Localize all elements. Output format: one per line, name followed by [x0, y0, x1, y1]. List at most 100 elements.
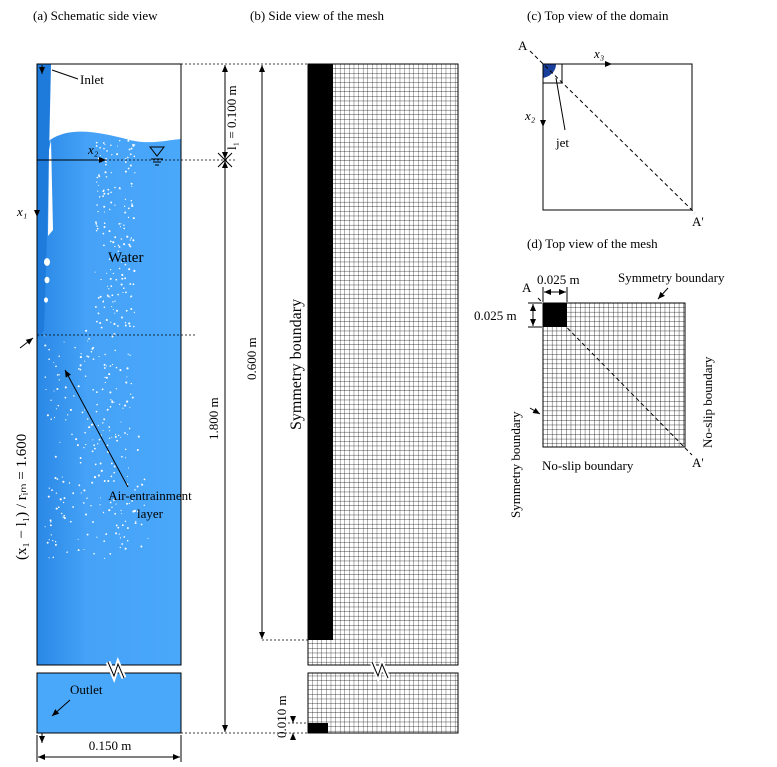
bubble — [50, 519, 52, 521]
bubble — [123, 287, 125, 289]
bubble — [78, 385, 80, 387]
bubble — [58, 374, 60, 376]
axis-label: x₂ — [524, 108, 536, 123]
bubble — [110, 202, 112, 204]
bubble — [106, 377, 108, 379]
bubble — [119, 268, 121, 270]
bubble — [44, 344, 46, 346]
bubble — [80, 369, 82, 371]
bubble — [98, 312, 99, 313]
bubble — [103, 189, 104, 190]
bubble — [107, 193, 109, 195]
bubble — [119, 246, 120, 247]
bubble — [119, 404, 120, 405]
bubble — [115, 434, 116, 435]
dimension: 0.025 m — [537, 272, 580, 287]
bubble — [103, 142, 105, 144]
bubble — [96, 411, 98, 413]
bubble — [97, 228, 99, 230]
shape — [308, 64, 333, 640]
bubble — [78, 484, 80, 486]
bubble — [53, 557, 55, 559]
boundary-label: No-slip boundary — [542, 458, 634, 473]
bubble — [117, 146, 118, 147]
label: layer — [137, 506, 164, 521]
bubble — [83, 502, 85, 504]
bubble — [99, 196, 100, 197]
bubble — [105, 382, 106, 383]
bubble — [130, 165, 132, 167]
bubble — [83, 447, 84, 448]
bubble — [44, 297, 48, 302]
bubble — [59, 442, 60, 443]
bubble — [85, 444, 86, 445]
bubble — [65, 419, 66, 420]
shape — [308, 723, 328, 733]
bubble — [58, 506, 60, 508]
bubble — [107, 444, 109, 446]
bubble — [100, 497, 101, 498]
bubble — [104, 377, 105, 378]
bubble — [95, 272, 96, 273]
label: (x₁ − l₁) / rᵢₘ = 1.600 — [14, 434, 30, 560]
figure: (a) Schematic side view (b) Side view of… — [0, 0, 777, 767]
axis-label: x₁ — [16, 204, 27, 219]
bubble — [119, 369, 121, 371]
bubble — [115, 279, 117, 281]
bubble — [114, 402, 115, 403]
bubble — [107, 451, 108, 452]
bubble — [131, 148, 133, 150]
bubble — [130, 153, 132, 155]
bubble — [104, 211, 105, 212]
bubble — [101, 327, 103, 329]
bubble — [84, 409, 85, 410]
bubble — [66, 552, 67, 553]
bubble — [82, 412, 84, 414]
bubble — [85, 514, 87, 516]
bubble — [92, 439, 93, 440]
bubble — [119, 187, 121, 189]
bubble — [45, 389, 46, 390]
bubble — [86, 497, 87, 498]
bubble — [80, 353, 81, 354]
bubble — [107, 294, 108, 295]
bubble — [78, 368, 80, 370]
bubble — [100, 296, 102, 298]
bubble — [116, 153, 118, 155]
bubble — [121, 274, 123, 276]
bubble — [107, 189, 109, 191]
dimension: 0.025 m — [474, 308, 517, 323]
bubble — [56, 508, 57, 509]
shape — [556, 78, 565, 130]
bubble — [129, 283, 131, 285]
bubble — [68, 373, 69, 374]
bubble — [121, 513, 122, 514]
bubble — [92, 347, 94, 349]
bubble — [99, 439, 101, 441]
bubble — [104, 222, 106, 224]
bubble — [45, 277, 50, 284]
bubble — [103, 193, 105, 195]
bubble — [125, 381, 127, 383]
bubble — [133, 326, 135, 328]
bubble — [48, 358, 50, 360]
bubble — [92, 450, 94, 452]
bubble — [120, 537, 121, 538]
bubble — [96, 177, 98, 179]
bubble — [133, 217, 135, 219]
bubble — [134, 312, 135, 313]
bubble — [93, 553, 95, 555]
bubble — [103, 430, 104, 431]
boundary-label: No-slip boundary — [700, 356, 715, 448]
bubble — [105, 158, 107, 160]
bubble — [56, 388, 58, 390]
bubble — [64, 341, 65, 342]
bubble — [97, 191, 98, 192]
bubble — [91, 351, 93, 353]
bubble — [124, 212, 126, 214]
bubble — [53, 362, 54, 363]
bubble — [117, 294, 119, 296]
bubble — [118, 435, 119, 436]
bubble — [132, 145, 134, 147]
bubble — [105, 164, 107, 166]
